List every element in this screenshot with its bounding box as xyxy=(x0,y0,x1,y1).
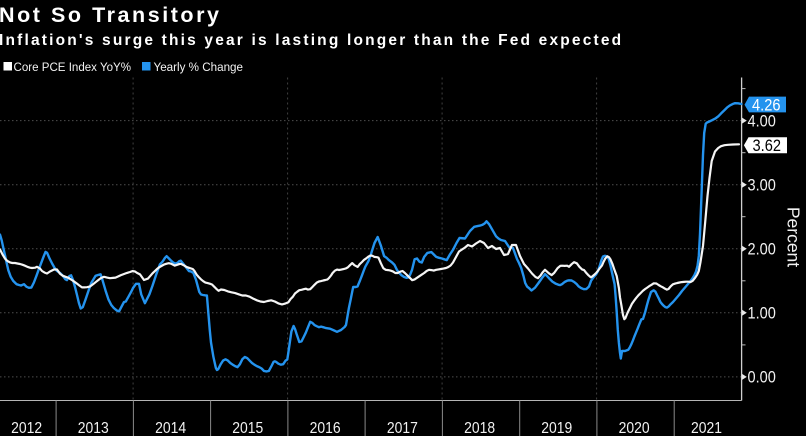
svg-text:0.00: 0.00 xyxy=(748,369,776,387)
svg-text:2018: 2018 xyxy=(464,420,495,436)
svg-text:2019: 2019 xyxy=(541,420,572,436)
svg-text:Percent: Percent xyxy=(784,207,804,267)
svg-text:Inflation's surge this year is: Inflation's surge this year is lasting l… xyxy=(0,32,623,49)
svg-text:2013: 2013 xyxy=(78,420,109,436)
svg-text:2016: 2016 xyxy=(310,420,341,436)
svg-text:2015: 2015 xyxy=(232,420,263,436)
svg-text:4.00: 4.00 xyxy=(748,112,776,130)
svg-text:3.62: 3.62 xyxy=(753,137,782,155)
svg-text:Yearly % Change: Yearly % Change xyxy=(154,60,244,74)
svg-text:2020: 2020 xyxy=(619,420,650,436)
svg-text:3.00: 3.00 xyxy=(748,177,776,195)
svg-text:2014: 2014 xyxy=(155,420,186,436)
svg-text:1.00: 1.00 xyxy=(748,305,776,323)
svg-text:2021: 2021 xyxy=(691,420,722,436)
svg-text:2.00: 2.00 xyxy=(748,241,776,259)
svg-text:4.26: 4.26 xyxy=(752,97,781,115)
svg-text:Core PCE Index YoY%: Core PCE Index YoY% xyxy=(14,60,132,74)
svg-text:Not So Transitory: Not So Transitory xyxy=(0,3,222,27)
svg-text:2012: 2012 xyxy=(11,420,42,436)
svg-text:2017: 2017 xyxy=(387,420,418,436)
